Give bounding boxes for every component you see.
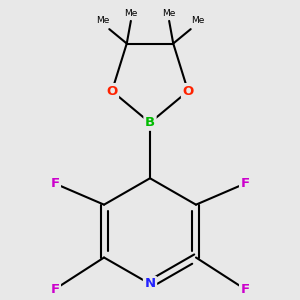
Text: B: B — [145, 116, 155, 129]
Text: N: N — [144, 278, 156, 290]
Text: O: O — [182, 85, 194, 98]
Text: Me: Me — [124, 9, 137, 18]
Text: Me: Me — [163, 9, 176, 18]
Text: F: F — [241, 177, 250, 190]
Text: Me: Me — [191, 16, 204, 25]
Text: O: O — [106, 85, 118, 98]
Text: F: F — [50, 177, 59, 190]
Text: F: F — [50, 283, 59, 296]
Text: F: F — [241, 283, 250, 296]
Text: Me: Me — [96, 16, 109, 25]
